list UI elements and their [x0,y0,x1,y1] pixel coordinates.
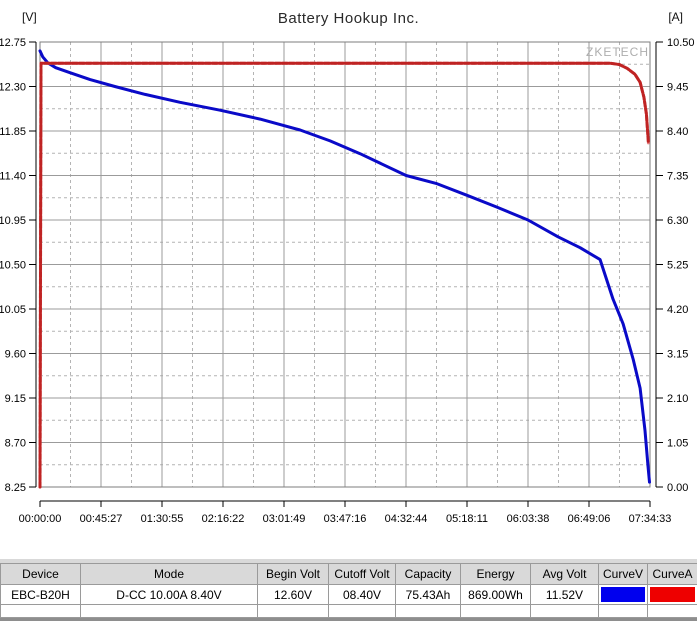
header-avg-volt: Avg Volt [531,564,599,585]
svg-text:2.10: 2.10 [667,393,688,405]
svg-text:8.70: 8.70 [5,438,26,450]
x-axis-tick-labels: 00:00:00 00:45:27 01:30:55 02:16:22 03:01:49… [19,513,672,525]
svg-text:02:16:22: 02:16:22 [202,513,245,525]
svg-text:00:00:00: 00:00:00 [19,513,62,525]
svg-text:6.30: 6.30 [667,215,688,227]
cell-capacity: 75.43Ah [396,585,461,605]
svg-text:00:45:27: 00:45:27 [80,513,123,525]
svg-text:12.30: 12.30 [0,82,26,94]
svg-text:07:34:33: 07:34:33 [629,513,672,525]
svg-text:3.15: 3.15 [667,349,688,361]
svg-text:12.75: 12.75 [0,37,26,49]
voltage-curve-color-swatch[interactable] [601,587,645,602]
header-device: Device [1,564,81,585]
svg-text:1.05: 1.05 [667,438,688,450]
svg-text:8.40: 8.40 [667,126,688,138]
cell-cutoff-volt: 08.40V [329,585,396,605]
cell-mode: D-CC 10.00A 8.40V [81,585,258,605]
axis-tick-marks [29,42,663,507]
results-table-container: Device Mode Begin Volt Cutoff Volt Capac… [0,559,697,621]
cell-energy: 869.00Wh [461,585,531,605]
cell-avg-volt: 11.52V [531,585,599,605]
svg-text:9.45: 9.45 [667,82,688,94]
right-axis-tick-labels: 10.50 9.45 8.40 7.35 6.30 5.25 4.20 3.15 2.10 1.0… [667,37,695,494]
svg-text:9.60: 9.60 [5,349,26,361]
svg-text:06:03:38: 06:03:38 [507,513,550,525]
results-empty-row [1,605,697,618]
svg-text:9.15: 9.15 [5,393,26,405]
results-data-row: EBC-B20H D-CC 10.00A 8.40V 12.60V 08.40V… [1,585,697,605]
current-curve-color-swatch[interactable] [650,587,695,602]
svg-text:04:32:44: 04:32:44 [385,513,428,525]
svg-text:4.20: 4.20 [667,304,688,316]
cell-begin-volt: 12.60V [258,585,329,605]
header-cutoff-volt: Cutoff Volt [329,564,396,585]
svg-text:0.00: 0.00 [667,482,688,494]
svg-text:11.85: 11.85 [0,126,26,138]
svg-text:7.35: 7.35 [667,171,688,183]
header-mode: Mode [81,564,258,585]
header-begin-volt: Begin Volt [258,564,329,585]
results-table: Device Mode Begin Volt Cutoff Volt Capac… [0,563,697,618]
svg-text:11.40: 11.40 [0,171,26,183]
zketech-watermark: ZKETECH [586,45,649,59]
svg-text:05:18:11: 05:18:11 [446,513,488,525]
svg-text:5.25: 5.25 [667,260,688,272]
svg-text:03:47:16: 03:47:16 [324,513,367,525]
cell-curve-a [648,585,697,605]
svg-text:10.50: 10.50 [667,37,695,49]
svg-text:10.05: 10.05 [0,304,26,316]
header-energy: Energy [461,564,531,585]
svg-text:8.25: 8.25 [5,482,26,494]
discharge-chart: 12.75 12.30 11.85 11.40 10.95 10.50 10.05 9.60 9… [0,0,697,545]
header-curve-v: CurveV [599,564,648,585]
cell-device: EBC-B20H [1,585,81,605]
cell-curve-v [599,585,648,605]
header-curve-a: CurveA [648,564,697,585]
svg-text:01:30:55: 01:30:55 [141,513,184,525]
header-capacity: Capacity [396,564,461,585]
svg-text:10.95: 10.95 [0,215,26,227]
svg-text:10.50: 10.50 [0,260,26,272]
left-axis-tick-labels: 12.75 12.30 11.85 11.40 10.95 10.50 10.05 9.60 9… [0,37,26,494]
svg-text:03:01:49: 03:01:49 [263,513,306,525]
svg-text:06:49:06: 06:49:06 [568,513,611,525]
results-header-row: Device Mode Begin Volt Cutoff Volt Capac… [1,564,697,585]
